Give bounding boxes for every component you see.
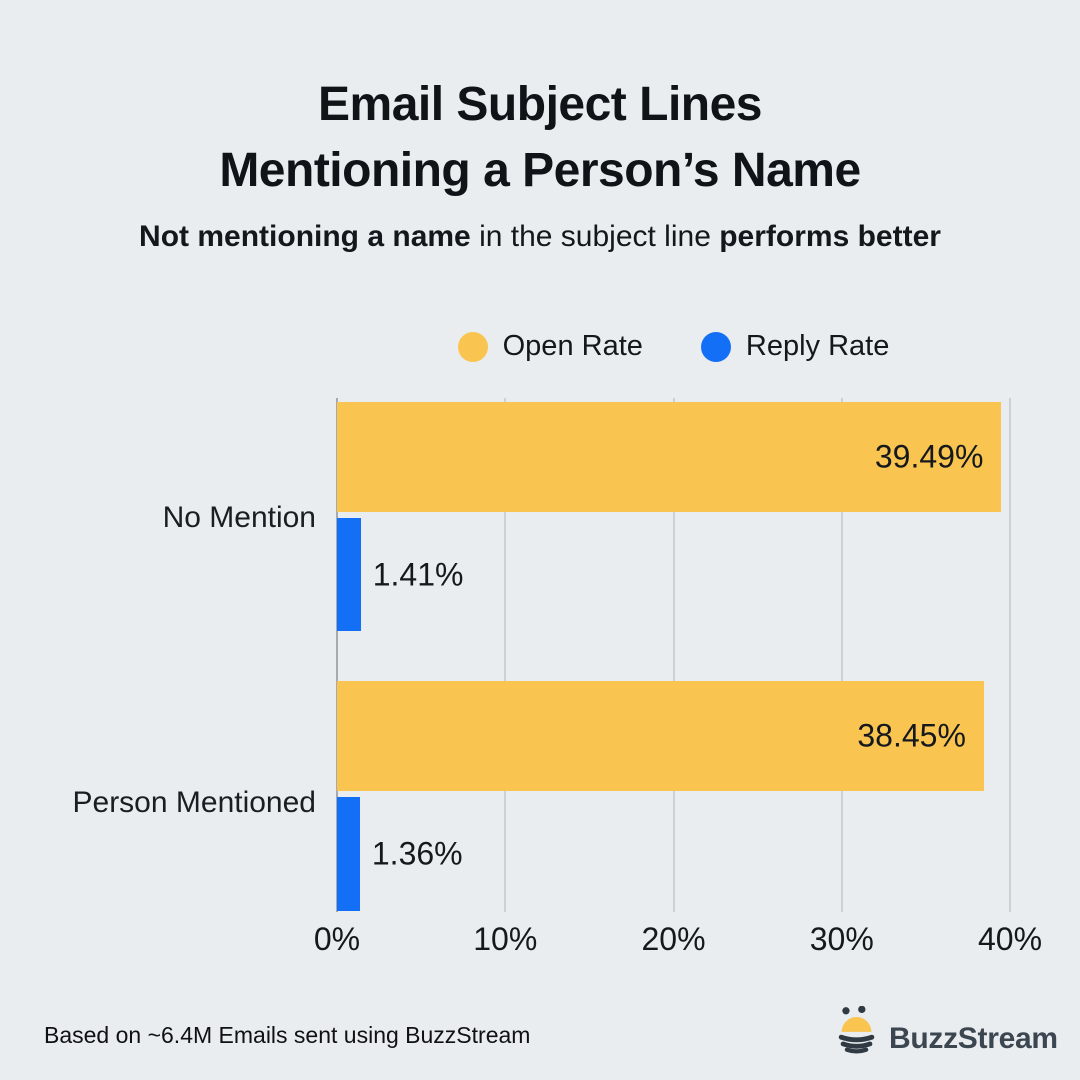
x-axis-tick: 20% xyxy=(641,921,706,957)
open-rate-dot-icon xyxy=(457,331,488,362)
gridline xyxy=(672,398,675,912)
x-axis: 0% 10% 20% 30% 40% xyxy=(314,921,1042,963)
x-axis-tick: 10% xyxy=(473,921,538,957)
gridline xyxy=(840,398,843,912)
legend-label-reply-rate: Reply Rate xyxy=(745,330,890,362)
buzzstream-bee-icon xyxy=(838,1006,875,1054)
subtitle-mid: in the subject line xyxy=(470,220,720,253)
x-axis-tick: 0% xyxy=(313,921,361,957)
title-line-2: Mentioning a Person’s Name xyxy=(219,144,861,197)
open-rate-bar-person-mentioned xyxy=(337,681,984,791)
x-axis-tick: 40% xyxy=(977,921,1043,957)
legend-item-open-rate: Open Rate xyxy=(457,330,643,363)
subtitle-bold-1: Not mentioning a name xyxy=(139,220,471,253)
reply-rate-dot-icon xyxy=(700,331,731,362)
open-rate-bar-no-mention xyxy=(337,402,1002,512)
category-label-person-mentioned: Person Mentioned xyxy=(72,786,317,819)
y-axis-line xyxy=(336,398,338,912)
subtitle-bold-2: performs better xyxy=(719,220,941,253)
value-label: 1.41% xyxy=(372,556,464,592)
value-label: 39.49% xyxy=(874,438,984,475)
category-label-no-mention: No Mention xyxy=(162,501,316,534)
title-line-1: Email Subject Lines xyxy=(318,78,762,131)
legend-item-reply-rate: Reply Rate xyxy=(700,330,890,363)
value-label: 1.36% xyxy=(371,835,463,872)
source-note: Based on ~6.4M Emails sent using BuzzStr… xyxy=(44,1022,531,1048)
reply-rate-bar-no-mention xyxy=(337,518,361,631)
brand-wordmark: BuzzStream xyxy=(889,1022,1058,1055)
x-axis-tick: 30% xyxy=(809,921,874,957)
legend-label-open-rate: Open Rate xyxy=(502,330,643,362)
page-title: Email Subject Lines Mentioning a Person’s… xyxy=(0,72,1080,204)
subtitle: Not mentioning a name in the subject lin… xyxy=(0,220,1080,254)
reply-rate-bar-person-mentioned xyxy=(337,797,360,911)
chart-legend: Open Rate Reply Rate xyxy=(337,330,1010,363)
value-label: 38.45% xyxy=(857,717,966,754)
bar-chart-plot-area: 39.49% 1.41% 38.45% 1.36% xyxy=(336,398,1011,912)
gridline xyxy=(1009,398,1011,912)
brand-logo: BuzzStream xyxy=(838,1006,1058,1056)
gridline xyxy=(504,398,507,912)
